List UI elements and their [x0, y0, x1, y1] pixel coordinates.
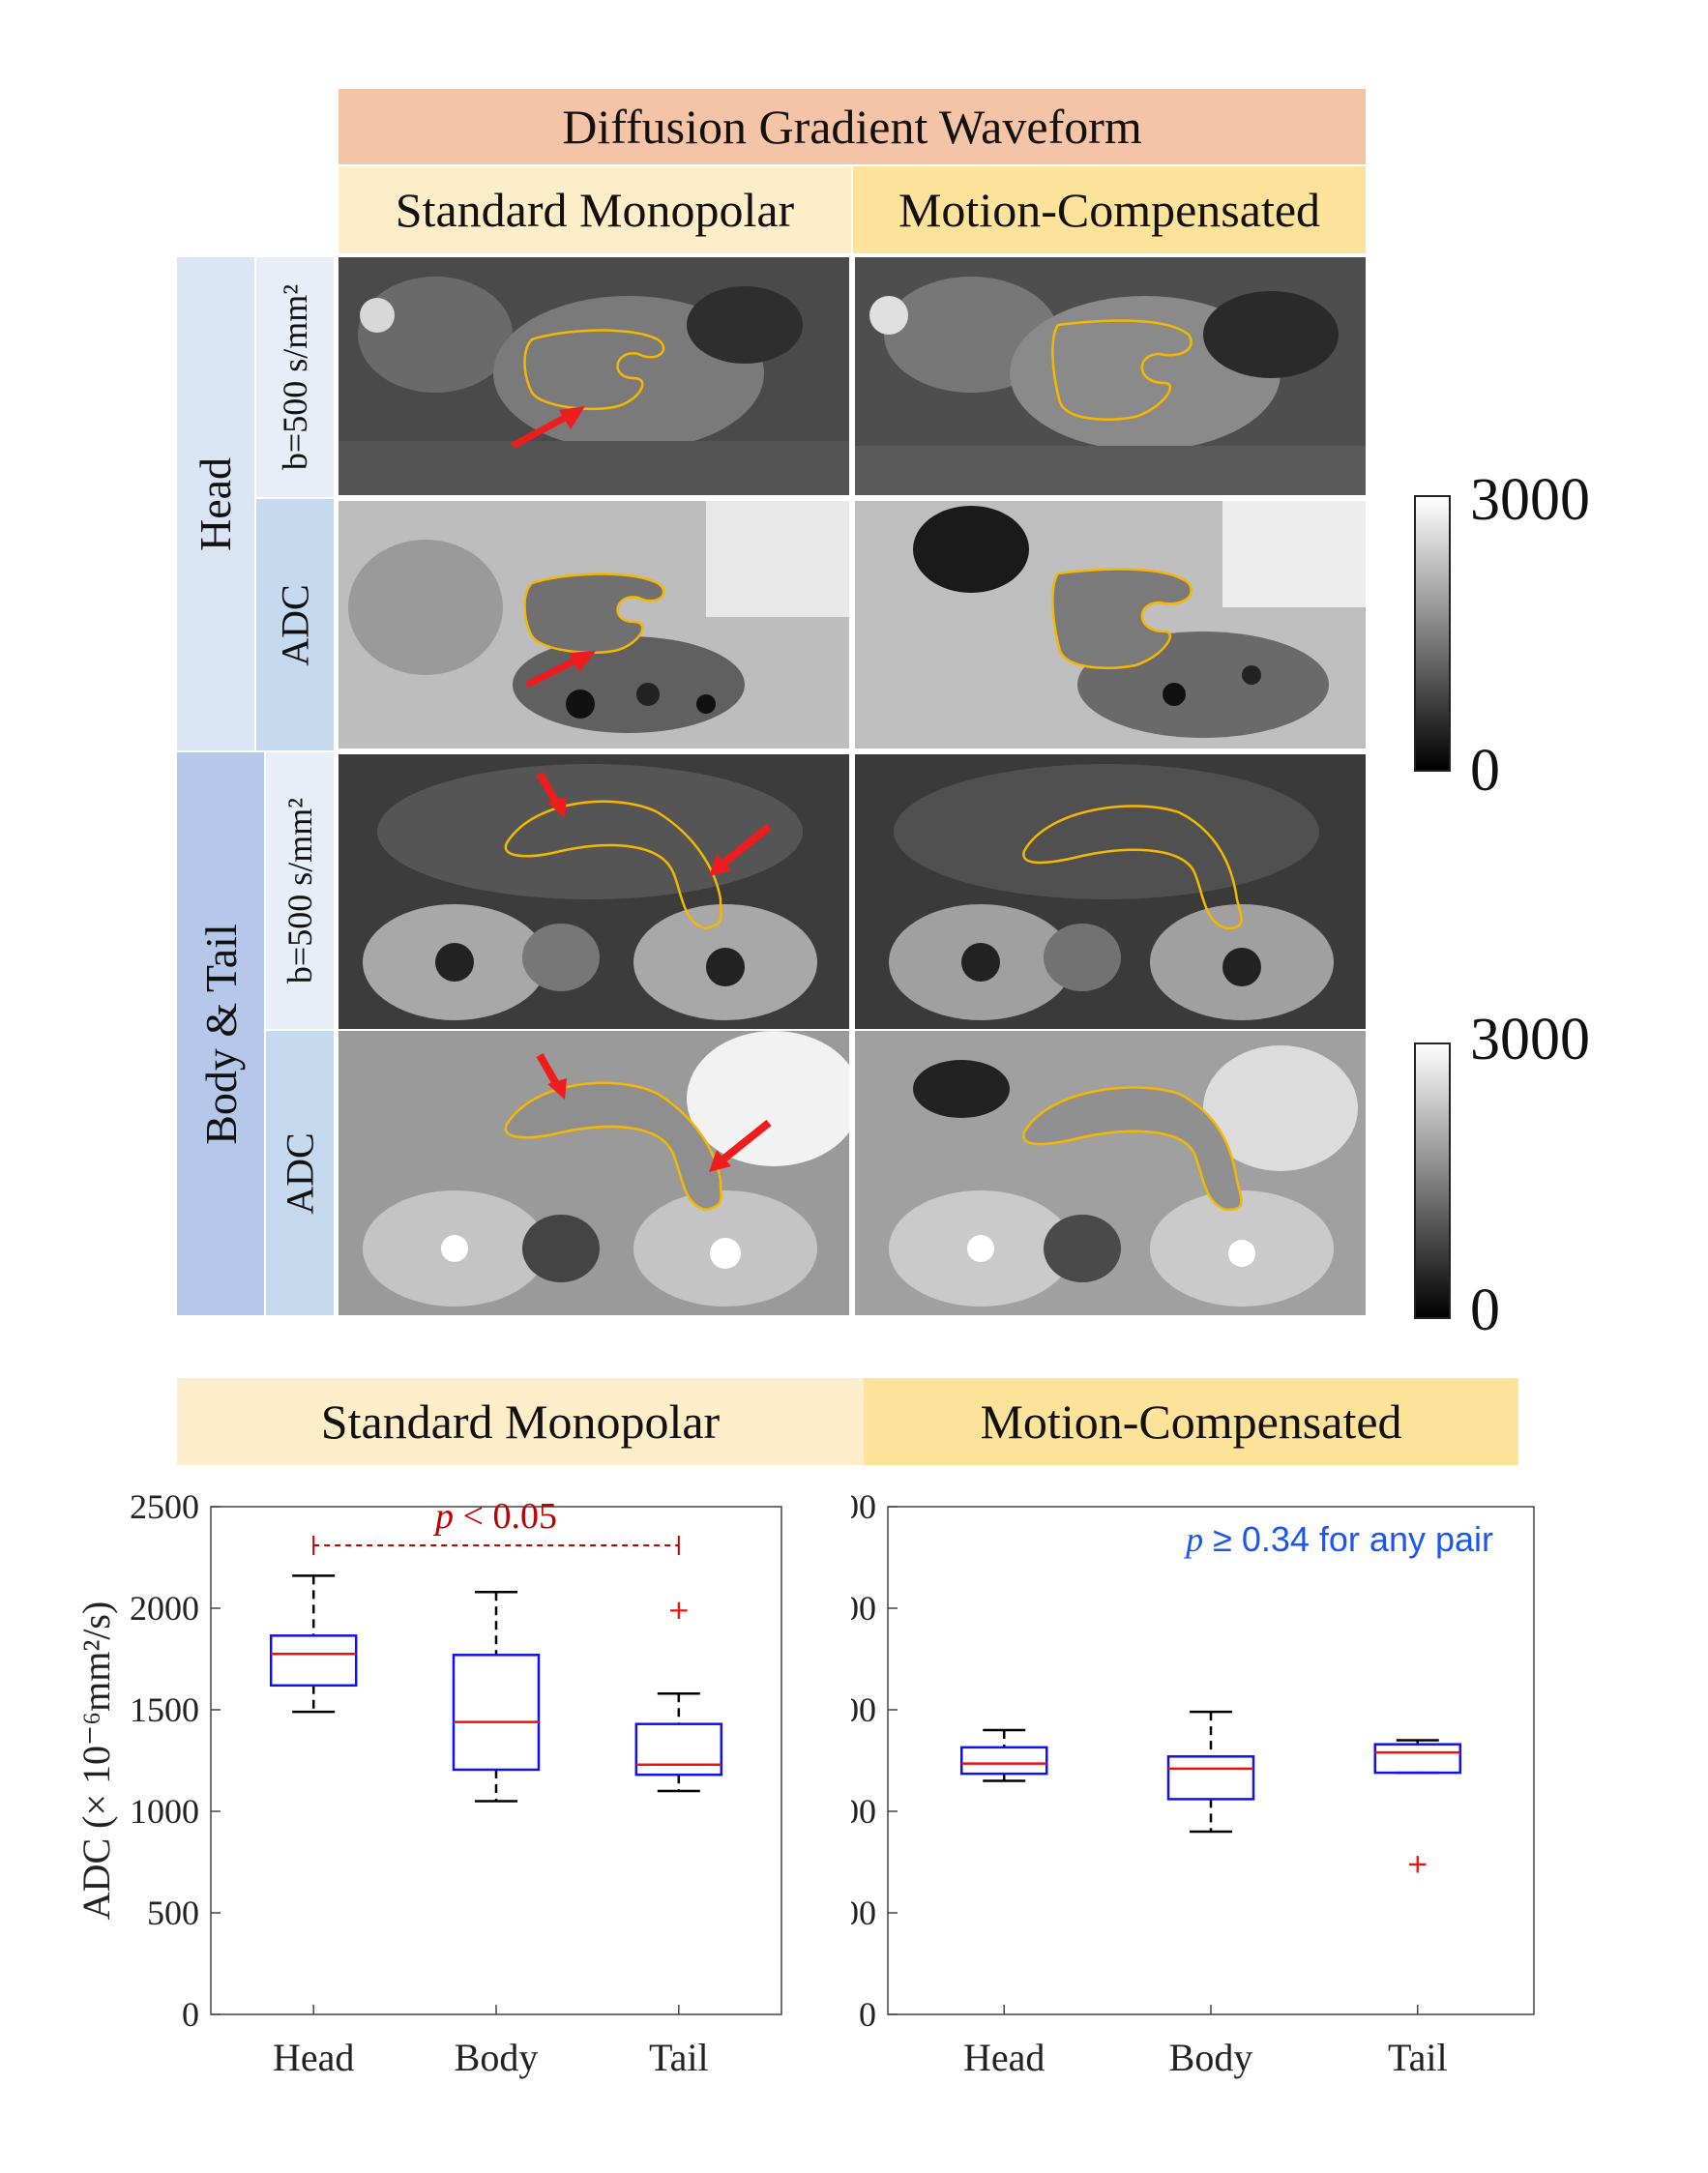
bottom-header-standard: Standard Monopolar [177, 1378, 864, 1465]
mri-body-adc-motion [855, 1031, 1366, 1315]
mri-body-adc-standard [339, 1031, 849, 1315]
x-tick-label: Body [455, 2036, 539, 2079]
colorbar-top-max: 3000 [1470, 467, 1590, 533]
x-tick-label: Tail [649, 2036, 709, 2079]
mri-head-adc-motion [855, 501, 1366, 749]
y-tick-label: 500 [851, 1894, 876, 1932]
x-tick-label: Body [1169, 2036, 1253, 2079]
y-tick-label: 1500 [851, 1690, 876, 1729]
x-tick-label: Head [273, 2036, 354, 2079]
y-tick-label: 2000 [851, 1589, 876, 1628]
colorbar-bottom-min: 0 [1470, 1277, 1500, 1343]
y-tick-label: 0 [182, 1995, 199, 2034]
colorbar-top-min: 0 [1470, 738, 1500, 804]
plot-frame [887, 1506, 1535, 2015]
x-tick-label: Tail [1388, 2036, 1448, 2079]
mri-body-b500-motion [855, 754, 1366, 1029]
mri-head-adc-standard [339, 501, 849, 749]
row-label-adc-body: ADC [266, 1031, 334, 1315]
mri-body-b500-standard [339, 754, 849, 1029]
box-iqr [1166, 1755, 1255, 1801]
p-value-annotation: p ≥ 0.34 for any pair [1183, 1519, 1493, 1559]
region-label-head: Head [177, 257, 254, 750]
y-tick-label: 2500 [851, 1487, 876, 1526]
row-label-adc-head: ADC [256, 499, 334, 750]
y-tick-label: 500 [147, 1894, 199, 1932]
boxplot-standard-svg: 0 500 1000 1500 2000 2500 Head Body Tail + ADC (× … [74, 1487, 782, 2079]
y-tick-label: 2500 [130, 1487, 199, 1526]
header-motion-compensated: Motion-Compensated [853, 166, 1366, 253]
region-label-body-tail: Body & Tail [177, 752, 264, 1315]
plot-frame [210, 1506, 782, 2015]
box-iqr [269, 1634, 358, 1688]
bottom-header-motion: Motion-Compensated [864, 1378, 1518, 1465]
row-label-b500-body: b=500 s/mm² [266, 752, 334, 1029]
y-tick-label: 0 [859, 1995, 876, 2034]
boxplot-motion: 0 500 1000 1500 2000 2500 Head Body Tail + p ≥ 0.3… [851, 1470, 1708, 2108]
x-tick-label: Head [963, 2036, 1045, 2079]
mri-head-b500-motion [855, 257, 1366, 495]
outlier-marker: + [1406, 1848, 1428, 1880]
box-iqr [634, 1722, 723, 1777]
boxplot-motion-svg: 0 500 1000 1500 2000 2500 Head Body Tail + p ≥ 0.3… [851, 1487, 1535, 2079]
boxplot-standard: 0 500 1000 1500 2000 2500 Head Body Tail + ADC (× … [0, 1470, 851, 2108]
colorbar-bottom [1414, 1042, 1451, 1319]
colorbar-top [1414, 495, 1451, 772]
p-value-annotation: p < 0.05 [432, 1496, 557, 1537]
mri-head-b500-standard [339, 257, 849, 495]
box-iqr [452, 1654, 541, 1772]
y-axis-label: ADC (× 10⁻⁶mm²/s) [74, 1601, 118, 1921]
header-diffusion-gradient-waveform: Diffusion Gradient Waveform [339, 89, 1366, 164]
y-tick-label: 1000 [130, 1792, 199, 1831]
box-iqr [959, 1746, 1048, 1776]
y-tick-label: 1000 [851, 1792, 876, 1831]
y-tick-label: 2000 [130, 1589, 199, 1628]
box-iqr [1373, 1743, 1462, 1775]
outlier-marker: + [667, 1594, 690, 1626]
row-label-b500-head: b=500 s/mm² [256, 257, 334, 497]
colorbar-bottom-max: 3000 [1470, 1007, 1590, 1072]
y-tick-label: 1500 [130, 1690, 199, 1729]
header-standard-monopolar: Standard Monopolar [339, 166, 851, 253]
